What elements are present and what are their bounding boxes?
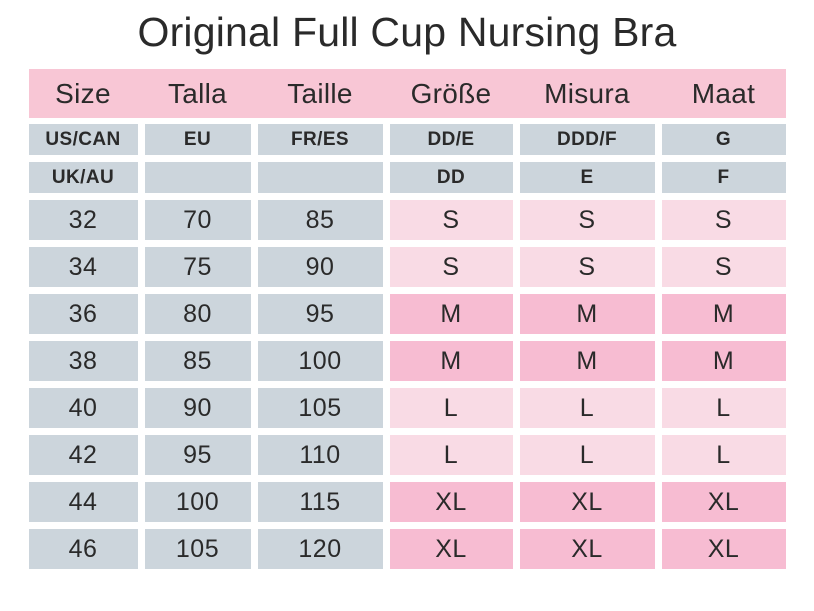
cup-size-cell: L	[661, 388, 786, 429]
region-cell	[257, 162, 383, 194]
region-cell: G	[661, 124, 786, 156]
cup-size-cell: L	[661, 435, 786, 476]
band-size-cell: 40	[28, 388, 138, 429]
cup-size-cell: M	[661, 294, 786, 335]
cup-size-cell: M	[519, 341, 655, 382]
band-size-cell: 105	[144, 529, 251, 570]
cup-size-cell: XL	[661, 529, 786, 570]
cup-size-cell: M	[519, 294, 655, 335]
band-size-cell: 75	[144, 247, 251, 288]
band-size-cell: 115	[257, 482, 383, 523]
band-size-cell: 80	[144, 294, 251, 335]
region-cell: EU	[144, 124, 251, 156]
header-cell: Größe	[410, 77, 492, 109]
chart-body: US/CAN EU FR/ES DD/E DDD/F G UK/AU DD E F 32 70 85 S S…	[28, 124, 786, 570]
cup-size-cell: S	[389, 200, 513, 241]
band-size-cell: 90	[144, 388, 251, 429]
band-size-cell: 105	[257, 388, 383, 429]
header-cell: Maat	[691, 77, 756, 109]
region-cell: UK/AU	[28, 162, 138, 194]
cup-size-cell: XL	[519, 482, 655, 523]
band-size-cell: 38	[28, 341, 138, 382]
region-cell: US/CAN	[28, 124, 138, 156]
cup-size-cell: XL	[389, 529, 513, 570]
cup-size-cell: S	[519, 200, 655, 241]
band-size-cell: 34	[28, 247, 138, 288]
cup-size-cell: M	[661, 341, 786, 382]
band-size-cell: 85	[257, 200, 383, 241]
cup-size-cell: XL	[661, 482, 786, 523]
cup-size-cell: L	[519, 435, 655, 476]
page-title: Original Full Cup Nursing Bra	[137, 9, 677, 55]
band-size-cell: 120	[257, 529, 383, 570]
region-cell: DD/E	[389, 124, 513, 156]
region-cell: DD	[389, 162, 513, 194]
band-size-cell: 110	[257, 435, 383, 476]
band-size-cell: 100	[144, 482, 251, 523]
cup-size-cell: L	[389, 435, 513, 476]
region-cell: FR/ES	[257, 124, 383, 156]
chart-header-row: Size Talla Taille Größe Misura Maat	[28, 69, 786, 119]
size-chart: Size Talla Taille Größe Misura Maat US/CAN EU F…	[28, 69, 786, 570]
region-cell	[144, 162, 251, 194]
cup-size-cell: S	[389, 247, 513, 288]
size-chart-page: Original Full Cup Nursing Bra Size Talla T…	[0, 9, 814, 570]
region-cell: DDD/F	[519, 124, 655, 156]
cup-size-cell: XL	[389, 482, 513, 523]
header-cell: Talla	[167, 77, 228, 109]
band-size-cell: 46	[28, 529, 138, 570]
band-size-cell: 70	[144, 200, 251, 241]
band-size-cell: 44	[28, 482, 138, 523]
cup-size-cell: XL	[519, 529, 655, 570]
cup-size-cell: L	[389, 388, 513, 429]
cup-size-cell: S	[661, 200, 786, 241]
band-size-cell: 42	[28, 435, 138, 476]
cup-size-cell: M	[389, 341, 513, 382]
cup-size-cell: L	[519, 388, 655, 429]
cup-size-cell: S	[519, 247, 655, 288]
band-size-cell: 32	[28, 200, 138, 241]
header-cell: Size	[55, 77, 111, 109]
band-size-cell: 100	[257, 341, 383, 382]
band-size-cell: 95	[257, 294, 383, 335]
cup-size-cell: S	[661, 247, 786, 288]
region-cell: F	[661, 162, 786, 194]
band-size-cell: 85	[144, 341, 251, 382]
band-size-cell: 95	[144, 435, 251, 476]
band-size-cell: 36	[28, 294, 138, 335]
region-cell: E	[519, 162, 655, 194]
header-cell: Misura	[544, 77, 630, 109]
cup-size-cell: M	[389, 294, 513, 335]
header-cell: Taille	[287, 77, 353, 109]
band-size-cell: 90	[257, 247, 383, 288]
